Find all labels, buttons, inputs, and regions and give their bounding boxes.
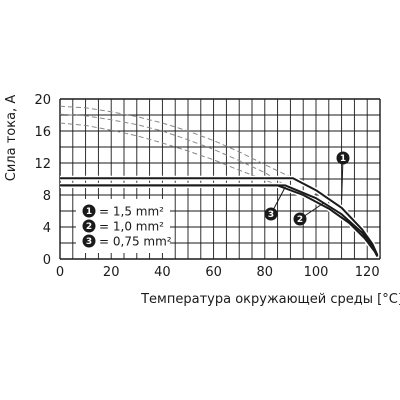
x-tick-label: 100 [304, 265, 329, 280]
marker-number: 3 [268, 210, 274, 220]
x-axis-title: Температура окружающей среды [°C] [140, 292, 400, 307]
marker-number: 1 [340, 154, 346, 164]
series-marker: 1 [82, 204, 96, 218]
series-marker: 1 [336, 151, 350, 165]
dashed-curves [59, 105, 294, 186]
x-tick-label: 60 [205, 265, 222, 280]
series-marker: 3 [82, 234, 96, 248]
legend-label: = 0,75 mm² [99, 235, 172, 249]
series-line [60, 184, 379, 257]
marker-number: 2 [86, 222, 92, 232]
marker-disc [82, 204, 96, 218]
y-tick-label: 4 [43, 221, 51, 236]
y-tick-label: 16 [34, 125, 51, 140]
series-marker: 2 [293, 212, 307, 226]
x-tick-label: 80 [257, 265, 274, 280]
marker-number: 3 [86, 237, 92, 247]
y-tick-label: 8 [43, 189, 51, 204]
marker-disc [82, 219, 96, 233]
marker-disc [336, 151, 350, 165]
legend-label: = 1,0 mm² [99, 220, 164, 234]
marker-disc [82, 234, 96, 248]
x-tick-label: 120 [355, 265, 380, 280]
callout-leader [341, 157, 344, 200]
legend: 1 = 1,5 mm² 2 = 1,0 mm² 3 = 0,75 mm² [76, 199, 172, 253]
x-tick-label: 20 [103, 265, 120, 280]
marker-disc [293, 212, 307, 226]
series-marker: 2 [82, 219, 96, 233]
y-axis-title: Сила тока, А [4, 95, 19, 182]
y-tick-label: 0 [43, 253, 51, 268]
series-dashed-curve [59, 113, 286, 186]
callouts: 1 2 3 [264, 151, 350, 226]
series-dashed-curve [59, 105, 294, 179]
marker-disc [264, 207, 278, 221]
x-tick-label: 0 [56, 265, 64, 280]
marker-number: 1 [86, 207, 92, 217]
series-line [60, 184, 379, 258]
y-tick-label: 20 [34, 93, 51, 108]
legend-label: = 1,5 mm² [99, 205, 164, 219]
y-tick-label: 12 [34, 157, 51, 172]
series-curves [60, 175, 380, 258]
series-marker: 3 [264, 207, 278, 221]
marker-number: 2 [297, 215, 303, 225]
x-tick-label: 40 [154, 265, 171, 280]
